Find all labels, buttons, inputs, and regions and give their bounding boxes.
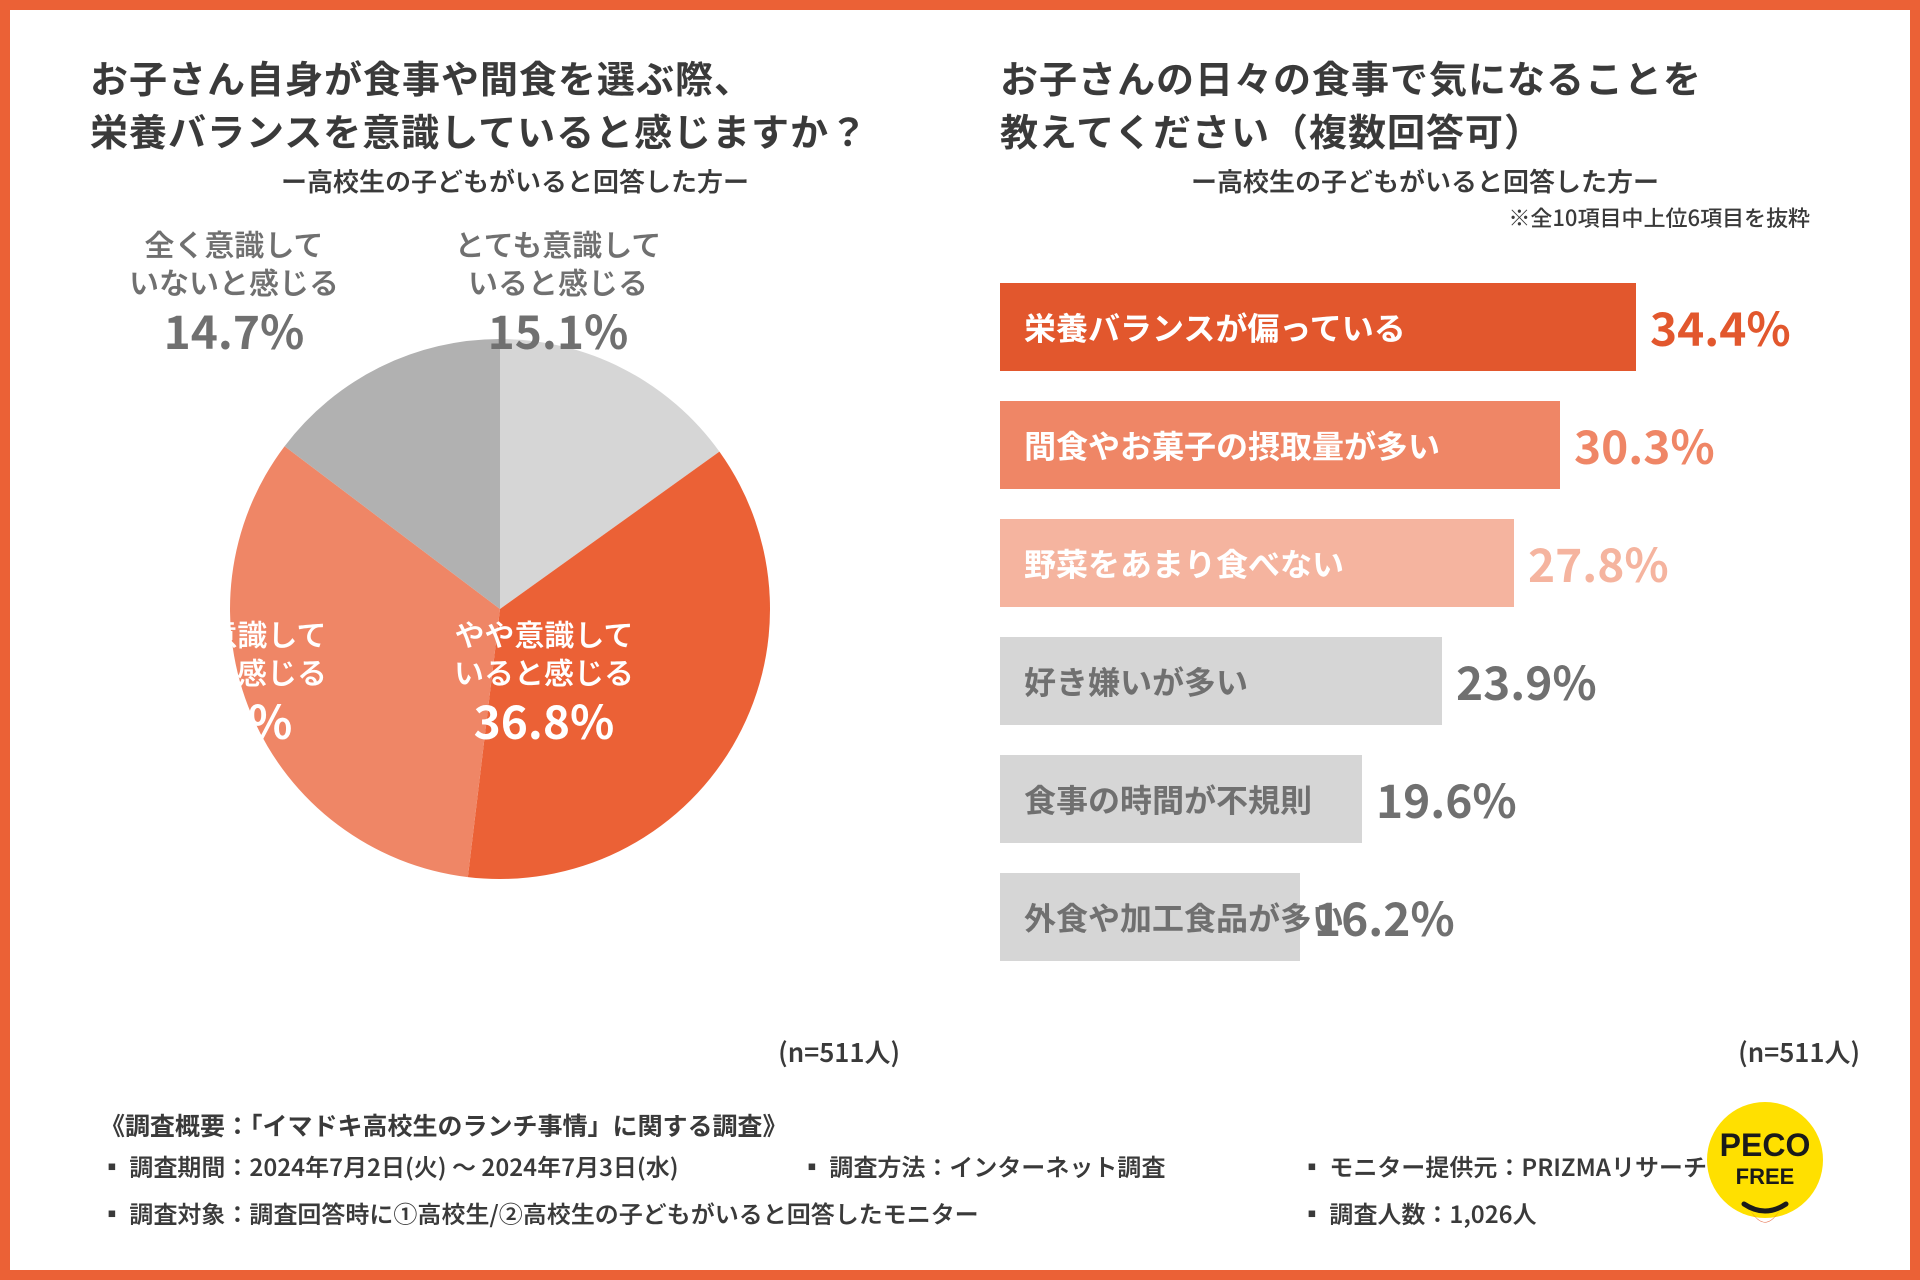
bar-label: 間食やお菓子の摂取量が多い [1024,422,1440,468]
right-note: ※全10項目中上位6項目を抜粋 [1000,201,1850,233]
infographic-frame: お子さん自身が食事や間食を選ぶ際、 栄養バランスを意識していると感じますか？ ー… [0,0,1920,1280]
bar-rect: 食事の時間が不規則 [1000,755,1362,843]
bar-label: 野菜をあまり食べない [1024,540,1344,586]
pie-slice-label: とても意識していると感じる15.1% [438,225,678,360]
bar-percentage: 16.2% [1314,873,1455,961]
bar-row: 食事の時間が不規則 19.6% [1000,755,1840,843]
bar-percentage: 30.3% [1574,401,1715,489]
left-subtitle: ー高校生の子どもがいると回答した方ー [90,162,940,199]
left-column: お子さん自身が食事や間食を選ぶ際、 栄養バランスを意識していると感じますか？ ー… [90,50,940,1070]
bar-rect: 間食やお菓子の摂取量が多い [1000,401,1560,489]
footer-title: 《調査概要：「イマドキ高校生のランチ事情」に関する調査》 [100,1104,1830,1147]
bar-label: 好き嫌いが多い [1024,658,1248,704]
bar-label: 外食や加工食品が多い [1024,894,1344,940]
right-title-line1: お子さんの日々の食事で気になることを [1000,49,1702,104]
bar-chart: 栄養バランスが偏っている 34.4% 間食やお菓子の摂取量が多い 30.3% 野菜をあま… [1000,283,1840,961]
footer-target: ▪ 調査対象：調査回答時に①高校生/②高校生の子どもがいると回答したモニター [100,1193,1300,1234]
bar-row: 好き嫌いが多い 23.9% [1000,637,1840,725]
pie-slice-label: 全く意識していないと感じる14.7% [114,225,354,360]
footer-period: ▪ 調査期間：2024年7月2日(火) 〜 2024年7月3日(水) [100,1146,800,1187]
bar-rect: 外食や加工食品が多い [1000,873,1300,961]
bar-percentage: 23.9% [1456,637,1597,725]
pie-chart-wrap: とても意識していると感じる15.1%やや意識していると感じる36.8%あまり意識… [90,229,910,949]
bar-row: 間食やお菓子の摂取量が多い 30.3% [1000,401,1840,489]
right-subtitle: ー高校生の子どもがいると回答した方ー [1000,162,1850,199]
bar-rect: 好き嫌いが多い [1000,637,1442,725]
footer-count: ▪ 調査人数：1,026人 [1300,1193,1720,1234]
footer-method: ▪ 調査方法：インターネット調査 [800,1146,1300,1187]
left-title-line1: お子さん自身が食事や間食を選ぶ際、 [90,49,753,104]
right-title: お子さんの日々の食事で気になることを 教えてください（複数回答可） [1000,50,1850,156]
bar-percentage: 27.8% [1528,519,1669,607]
columns: お子さん自身が食事や間食を選ぶ際、 栄養バランスを意識していると感じますか？ ー… [90,50,1850,1070]
bar-percentage: 34.4% [1650,283,1791,371]
pie-slice-label: やや意識していると感じる36.8% [424,615,664,750]
right-title-line2: 教えてください（複数回答可） [1000,102,1543,157]
svg-text:FREE: FREE [1736,1164,1795,1189]
left-title-line2: 栄養バランスを意識していると感じますか？ [90,102,868,157]
pie-slice-label: あまり意識していないと感じる33.4% [102,615,342,750]
svg-text:PECO: PECO [1720,1127,1811,1163]
bar-rect: 野菜をあまり食べない [1000,519,1514,607]
bar-row: 野菜をあまり食べない 27.8% [1000,519,1840,607]
right-column: お子さんの日々の食事で気になることを 教えてください（複数回答可） ー高校生の子… [1000,50,1850,1070]
right-n-count: (n=511人) [1738,1033,1860,1070]
left-n-count: (n=511人) [778,1033,900,1070]
bar-label: 栄養バランスが偏っている [1024,304,1406,350]
bar-row: 栄養バランスが偏っている 34.4% [1000,283,1840,371]
footer-grid: ▪ 調査期間：2024年7月2日(火) 〜 2024年7月3日(水) ▪ 調査方… [100,1146,1830,1234]
bar-label: 食事の時間が不規則 [1024,776,1312,822]
left-title: お子さん自身が食事や間食を選ぶ際、 栄養バランスを意識していると感じますか？ [90,50,940,156]
pie-chart [230,339,770,879]
bar-row: 外食や加工食品が多い16.2% [1000,873,1840,961]
bar-rect: 栄養バランスが偏っている [1000,283,1636,371]
bar-percentage: 19.6% [1376,755,1517,843]
peco-free-logo: PECOFREE [1700,1100,1830,1230]
survey-footer: 《調査概要：「イマドキ高校生のランチ事情」に関する調査》 ▪ 調査期間：2024… [100,1104,1830,1234]
footer-monitor: ▪ モニター提供元：PRIZMAリサーチ [1300,1146,1720,1187]
